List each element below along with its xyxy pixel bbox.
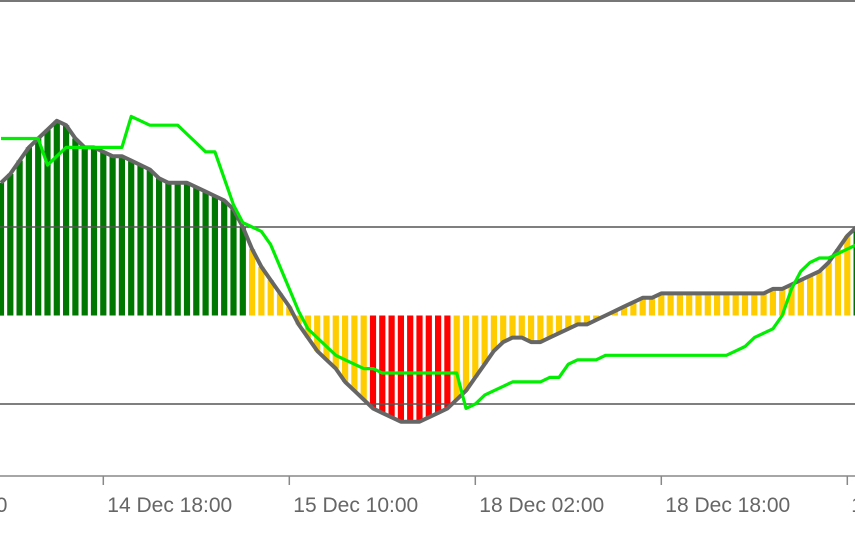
histogram-bar xyxy=(221,200,227,315)
histogram-bar xyxy=(649,298,655,316)
histogram-bar xyxy=(491,316,497,351)
histogram-bar xyxy=(658,293,664,315)
histogram-bar xyxy=(63,125,69,315)
histogram-bar xyxy=(761,293,767,315)
histogram-bar xyxy=(835,249,841,315)
histogram-bar xyxy=(333,316,339,369)
x-axis-ticks: 0 14 Dec 18:00 15 Dec 10:00 18 Dec 02:00 18 … xyxy=(0,476,855,517)
histogram-bar xyxy=(723,293,729,315)
histogram-bar xyxy=(342,316,348,382)
histogram-bars xyxy=(0,121,855,422)
histogram-bar xyxy=(398,316,404,422)
histogram-bar xyxy=(17,161,23,316)
histogram-bar xyxy=(770,289,776,316)
histogram-bar xyxy=(798,280,804,315)
histogram-bar xyxy=(379,316,385,413)
histogram-bar xyxy=(733,293,739,315)
histogram-bar xyxy=(7,174,13,316)
x-tick-label: 14 Dec 18:00 xyxy=(107,494,232,517)
histogram-bar xyxy=(193,187,199,315)
histogram-bar xyxy=(351,316,357,391)
histogram-bar xyxy=(463,316,469,391)
histogram-bar xyxy=(184,183,190,316)
histogram-bar xyxy=(258,267,264,316)
histogram-bar xyxy=(426,316,432,418)
histogram-bar xyxy=(705,293,711,315)
histogram-bar xyxy=(249,249,255,315)
histogram-bar xyxy=(444,316,450,409)
histogram-bar xyxy=(323,316,329,360)
histogram-bar xyxy=(714,293,720,315)
histogram-bar xyxy=(361,316,367,400)
histogram-bar xyxy=(212,196,218,316)
histogram-bar xyxy=(175,183,181,316)
histogram-bar xyxy=(816,271,822,315)
histogram-bar xyxy=(547,316,553,338)
histogram-bar xyxy=(110,156,116,315)
histogram-bar xyxy=(54,121,60,316)
histogram-bar xyxy=(519,316,525,338)
x-tick-label: 18 Dec 18:00 xyxy=(665,494,790,517)
histogram-bar xyxy=(668,293,674,315)
histogram-bar xyxy=(119,156,125,315)
histogram-bar xyxy=(147,170,153,316)
histogram-bar xyxy=(677,293,683,315)
histogram-bar xyxy=(203,192,209,316)
histogram-bar xyxy=(370,316,376,409)
histogram-bar xyxy=(500,316,506,343)
histogram-bar xyxy=(100,152,106,316)
x-tick-label: 19 De xyxy=(851,494,855,517)
histogram-bar xyxy=(807,276,813,316)
histogram-bar xyxy=(509,316,515,338)
x-tick-label: 0 xyxy=(0,494,7,517)
histogram-bar xyxy=(537,316,543,343)
histogram-bar xyxy=(137,165,143,315)
histogram-bar xyxy=(435,316,441,413)
histogram-bar xyxy=(482,316,488,365)
histogram-bar xyxy=(91,147,97,315)
histogram-bar xyxy=(230,209,236,315)
histogram-bar xyxy=(826,262,832,315)
histogram-bar xyxy=(389,316,395,418)
histogram-bar xyxy=(695,293,701,315)
histogram-bar xyxy=(528,316,534,343)
histogram-bar xyxy=(0,183,4,316)
histogram-bar xyxy=(128,161,134,316)
histogram-bar xyxy=(156,178,162,315)
histogram-bar xyxy=(686,293,692,315)
histogram-bar xyxy=(240,227,246,316)
histogram-bar xyxy=(742,293,748,315)
histogram-bar xyxy=(82,147,88,315)
x-tick-label: 15 Dec 10:00 xyxy=(293,494,418,517)
histogram-bar xyxy=(751,293,757,315)
histogram-bar xyxy=(26,147,32,315)
histogram-bar xyxy=(472,316,478,378)
histogram-bar xyxy=(407,316,413,422)
x-tick-label: 18 Dec 02:00 xyxy=(479,494,604,517)
histogram-bar xyxy=(416,316,422,422)
histogram-bar xyxy=(165,183,171,316)
